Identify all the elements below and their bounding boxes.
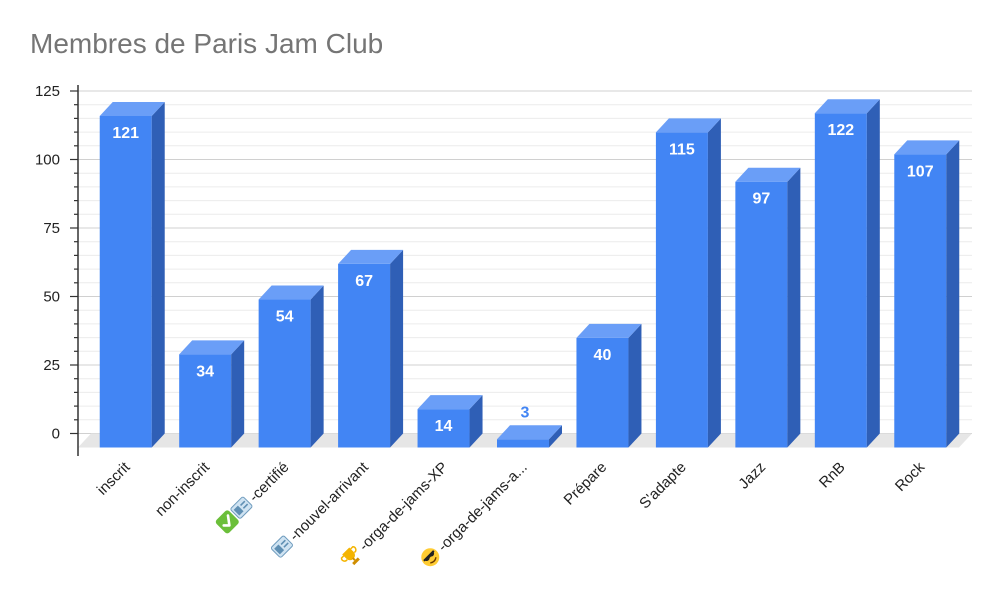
- x-tick-label-text: RnB: [816, 459, 849, 492]
- bar: 121: [99, 101, 165, 448]
- x-tick-label-text: -nouvel-arrivant: [286, 458, 372, 544]
- data-label: 3: [521, 404, 530, 421]
- data-label: 115: [669, 141, 695, 158]
- bar: 34: [179, 340, 245, 448]
- y-tick-label: 50: [43, 289, 60, 306]
- bar-side: [549, 425, 562, 448]
- x-tick-label-text: Jazz: [735, 459, 769, 493]
- x-tick-label: RnB: [816, 459, 849, 492]
- bar: 14: [417, 395, 483, 448]
- x-tick-label: Jazz: [735, 459, 769, 493]
- x-tick-label: Rock: [892, 458, 929, 495]
- bar-front: [258, 299, 311, 448]
- bar: 115: [655, 118, 721, 448]
- bar-side: [628, 323, 642, 448]
- data-label: 107: [907, 163, 934, 180]
- trophy-icon: [340, 546, 360, 566]
- bar-top: [894, 140, 960, 155]
- x-tick-label: Prépare: [561, 459, 611, 509]
- bar-top: [179, 340, 245, 355]
- bar-side: [231, 340, 245, 448]
- bar: 40: [576, 323, 642, 448]
- bar: 54: [258, 285, 324, 448]
- y-tick-label: 100: [35, 152, 60, 169]
- bar-front: [497, 439, 549, 448]
- bar-front: [814, 113, 867, 448]
- bars: 121 34 54 67 14 3 40 115 97 122 107: [99, 99, 960, 448]
- bar-top: [338, 249, 404, 264]
- x-tick-label-text: Rock: [892, 458, 929, 495]
- bar-side: [469, 395, 483, 448]
- bar-front: [735, 181, 788, 448]
- x-tick-label-text: non-inscrit: [152, 458, 214, 520]
- bar-front: [894, 154, 947, 448]
- bar-side: [866, 99, 880, 448]
- bar: 122: [814, 99, 880, 448]
- y-tick-label: 125: [35, 83, 60, 100]
- bar-front: [576, 337, 629, 448]
- x-tick-label-text: -orga-de-jams-a...: [435, 459, 531, 555]
- bar-side: [310, 285, 324, 448]
- x-tick-label-text: inscrit: [94, 458, 134, 498]
- x-tick-label: inscrit: [94, 458, 134, 498]
- data-label: 14: [435, 418, 453, 435]
- data-label: 67: [355, 273, 373, 290]
- bar-front: [417, 409, 470, 448]
- chart-title: Membres de Paris Jam Club: [30, 28, 384, 59]
- badge-icon: [230, 496, 253, 519]
- bar-top: [258, 285, 324, 300]
- data-label: 121: [112, 125, 139, 142]
- data-label: 122: [827, 122, 854, 139]
- sunglasses-icon: [421, 548, 440, 567]
- x-tick-label-text: S'adapte: [636, 459, 690, 513]
- check-icon: [215, 510, 239, 534]
- bar-top: [497, 425, 562, 440]
- badge-icon: [270, 535, 293, 558]
- data-label: 54: [276, 309, 294, 326]
- bar-side: [151, 101, 165, 448]
- x-tick-label: S'adapte: [636, 459, 690, 513]
- y-tick-label: 0: [52, 426, 60, 443]
- data-label: 34: [196, 363, 214, 380]
- x-tick-label-text: Prépare: [561, 459, 611, 509]
- x-tick-label: -certifié: [215, 459, 293, 534]
- bar-side: [390, 249, 404, 448]
- bar-top: [99, 101, 165, 116]
- bar: 3: [497, 404, 562, 448]
- bar-top: [576, 323, 642, 338]
- bar-top: [735, 167, 801, 182]
- bar-front: [99, 115, 152, 448]
- x-tick-label-text: -certifié: [246, 459, 293, 506]
- bar-front: [179, 354, 232, 448]
- bar-side: [707, 118, 721, 448]
- bar-top: [655, 118, 721, 133]
- y-tick-label: 25: [43, 357, 60, 374]
- bar: 97: [735, 167, 801, 448]
- bar-side: [787, 167, 801, 448]
- y-axis: 0 25 50 75 100 125: [35, 83, 79, 456]
- bar: 107: [894, 140, 960, 448]
- data-label: 97: [752, 191, 770, 208]
- data-label: 40: [594, 347, 612, 364]
- x-axis-labels: inscrit non-inscrit -certifié-nouvel-arriv…: [94, 458, 929, 567]
- bar-side: [946, 140, 960, 448]
- bar-top: [814, 99, 880, 114]
- bar-top: [417, 395, 483, 410]
- y-tick-label: 75: [43, 220, 60, 237]
- bar-front: [338, 263, 391, 448]
- x-tick-label: non-inscrit: [152, 458, 214, 520]
- bar-front: [655, 132, 708, 448]
- bar: 67: [338, 249, 404, 448]
